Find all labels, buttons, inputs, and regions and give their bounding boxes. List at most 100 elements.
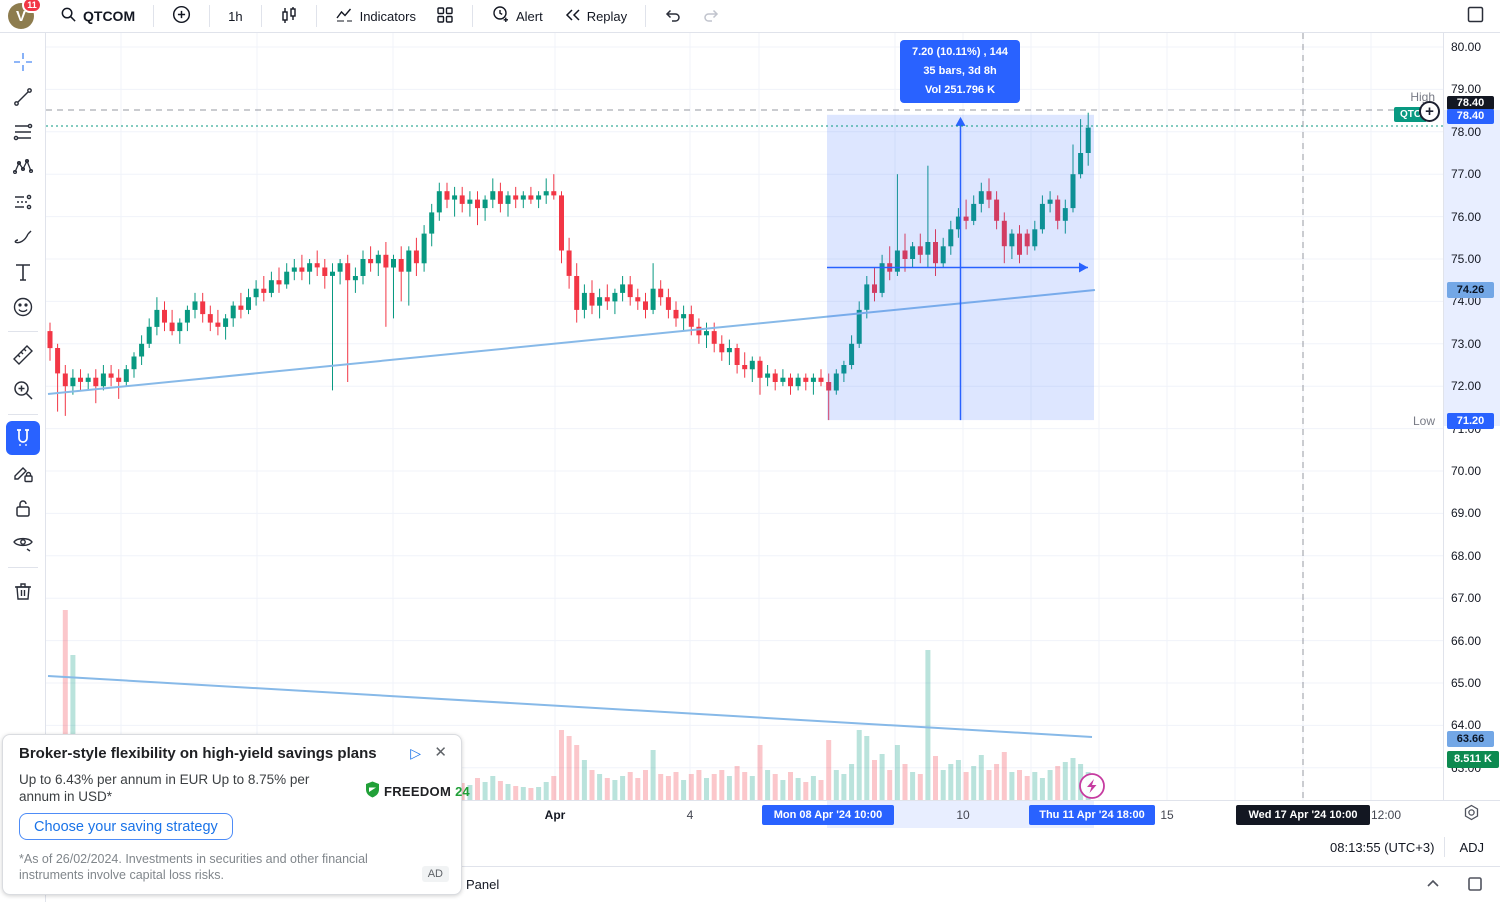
crosshair-time-badge: Wed 17 Apr '24 10:00 bbox=[1236, 805, 1370, 825]
tool-remove-drawings-icon[interactable] bbox=[6, 574, 40, 608]
axis-corner bbox=[1443, 800, 1500, 828]
trendline-price-badge: 63.66 bbox=[1447, 731, 1494, 747]
ad-title: Broker-style flexibility on high-yield s… bbox=[19, 745, 377, 762]
tool-crosshair-icon[interactable] bbox=[6, 45, 40, 79]
tool-magnet-icon[interactable] bbox=[5, 421, 40, 455]
tool-text-tool-icon[interactable] bbox=[6, 255, 40, 289]
user-avatar[interactable]: V 11 bbox=[8, 0, 42, 30]
price-tick: 70.00 bbox=[1451, 464, 1482, 478]
ad-body: Up to 6.43% per annum in EUR Up to 8.75%… bbox=[19, 772, 310, 804]
measure-bars: 35 bars, 3d 8h bbox=[923, 65, 997, 77]
price-tick: 75.00 bbox=[1451, 252, 1482, 266]
tool-zoom-in-icon[interactable] bbox=[6, 373, 40, 407]
tool-divider bbox=[7, 414, 38, 415]
price-tick: 73.00 bbox=[1451, 336, 1482, 351]
replay-label: Replay bbox=[586, 8, 628, 24]
replay-button[interactable]: Replay bbox=[555, 2, 635, 30]
undo-button[interactable] bbox=[656, 2, 690, 30]
tool-brush-icon[interactable] bbox=[6, 220, 40, 254]
chevron-up-icon[interactable] bbox=[1424, 875, 1442, 898]
measure-low-price-badge: 71.20 bbox=[1447, 413, 1494, 429]
price-tick: 65.00 bbox=[1451, 676, 1482, 690]
price-tick: 67.00 bbox=[1451, 591, 1482, 606]
adj-toggle[interactable]: ADJ bbox=[1459, 839, 1484, 855]
measure-high-price-badge: 78.40 bbox=[1447, 108, 1494, 124]
toolbar-separator bbox=[315, 5, 317, 27]
panel-label[interactable]: Panel bbox=[466, 877, 500, 892]
replay-icon bbox=[563, 6, 581, 27]
expand-panel-icon[interactable] bbox=[1466, 875, 1484, 898]
tool-fib-retracement-icon[interactable] bbox=[6, 115, 40, 149]
price-tick: 78.00 bbox=[1451, 124, 1482, 139]
redo-icon bbox=[702, 6, 720, 27]
bottom-bar-separator bbox=[1444, 837, 1446, 857]
time-tick: 4 bbox=[686, 808, 694, 822]
time-tick: 12:00 bbox=[1370, 808, 1402, 822]
tool-lock-all-icon[interactable] bbox=[6, 491, 40, 525]
tool-trend-line-icon[interactable] bbox=[6, 80, 40, 114]
symbol-price-badge[interactable]: QTC bbox=[1394, 107, 1428, 122]
high-label: High bbox=[1395, 90, 1437, 104]
symbol-label: QTCOM bbox=[83, 8, 136, 24]
redo-button[interactable] bbox=[694, 2, 728, 30]
freedom24-shield-icon bbox=[365, 781, 380, 801]
toolbar-separator bbox=[153, 5, 155, 27]
tool-emoji-icon[interactable] bbox=[6, 290, 40, 324]
price-tick: 76.00 bbox=[1451, 209, 1482, 224]
clock-label[interactable]: 08:13:55 (UTC+3) bbox=[1330, 839, 1435, 855]
price-tick: 66.00 bbox=[1451, 633, 1482, 648]
measure-time-badge: Thu 11 Apr '24 18:00 bbox=[1029, 805, 1155, 825]
price-tick: 72.00 bbox=[1451, 379, 1482, 394]
timezone-settings-icon[interactable] bbox=[1463, 804, 1480, 826]
toolbar-separator bbox=[260, 5, 262, 27]
layout-templates-button[interactable] bbox=[428, 2, 462, 30]
measure-volume: Vol 251.796 K bbox=[924, 84, 996, 96]
chart-style-button[interactable] bbox=[272, 2, 306, 30]
price-tick: 64.00 bbox=[1451, 718, 1482, 733]
grid-layout-icon bbox=[436, 6, 454, 27]
tool-forecast-icon[interactable] bbox=[6, 185, 40, 219]
ad-close-icon[interactable]: ✕ bbox=[434, 744, 447, 761]
maximize-icon bbox=[1467, 6, 1484, 26]
ad-card: Broker-style flexibility on high-yield s… bbox=[2, 734, 470, 895]
crosshair-price-badge: 78.40 bbox=[1447, 96, 1494, 110]
adchoices-icon[interactable]: ▷ bbox=[410, 745, 421, 761]
price-tick: 77.00 bbox=[1451, 167, 1482, 182]
add-symbol-button[interactable] bbox=[164, 2, 199, 30]
indicators-button[interactable]: Indicators bbox=[327, 2, 424, 30]
measure-time-badge: Mon 08 Apr '24 10:00 bbox=[762, 805, 894, 825]
undo-icon bbox=[664, 6, 682, 27]
add-alert-plus-icon[interactable]: + bbox=[1419, 101, 1440, 122]
ad-badge: AD bbox=[421, 866, 449, 882]
measure-tooltip: 7.20 (10.11%) , 144 35 bars, 3d 8h Vol 2… bbox=[900, 40, 1020, 103]
time-tick: 15 bbox=[1160, 808, 1174, 822]
interval-button[interactable]: 1h bbox=[220, 2, 250, 30]
alert-button[interactable]: Alert bbox=[483, 2, 551, 30]
tool-divider bbox=[7, 331, 38, 332]
tool-drawing-lock-icon[interactable] bbox=[6, 456, 40, 490]
ad-cta-button[interactable]: Choose your saving strategy bbox=[19, 813, 233, 840]
tool-divider bbox=[7, 567, 38, 568]
time-tick: Apr bbox=[544, 808, 566, 822]
interval-label: 1h bbox=[228, 8, 243, 24]
low-label: Low bbox=[1395, 414, 1437, 428]
trendline-price-badge: 74.26 bbox=[1447, 282, 1494, 298]
indicators-label: Indicators bbox=[359, 8, 416, 24]
tool-ruler-icon[interactable] bbox=[6, 338, 40, 372]
notification-badge: 11 bbox=[22, 0, 42, 13]
price-axis[interactable]: 80.00 79.00 78.00 77.00 76.00 75.00 74.00 73.00… bbox=[1443, 33, 1500, 800]
time-tick: 10 bbox=[956, 808, 970, 822]
measure-range-band bbox=[1444, 110, 1500, 426]
top-toolbar: V 11 QTCOM 1h bbox=[0, 0, 1500, 33]
fullscreen-button[interactable] bbox=[1459, 2, 1492, 30]
ad-brand: FREEDOM 24 bbox=[365, 781, 470, 801]
alert-clock-icon bbox=[491, 5, 510, 27]
symbol-search-button[interactable]: QTCOM bbox=[52, 2, 143, 30]
price-tick: 69.00 bbox=[1451, 506, 1482, 521]
tool-xabcd-pattern-icon[interactable] bbox=[6, 150, 40, 184]
tool-hide-drawings-icon[interactable] bbox=[6, 526, 40, 560]
price-tick: 79.00 bbox=[1451, 82, 1482, 97]
toolbar-separator bbox=[645, 5, 647, 27]
